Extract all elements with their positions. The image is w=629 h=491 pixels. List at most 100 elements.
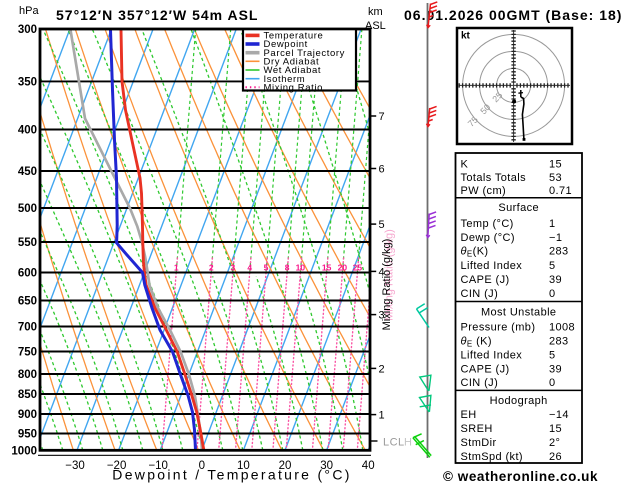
svg-text:CAPE (J): CAPE (J) bbox=[461, 274, 510, 286]
svg-text:26: 26 bbox=[549, 451, 562, 463]
svg-text:1: 1 bbox=[174, 262, 179, 272]
svg-text:5: 5 bbox=[549, 260, 556, 272]
svg-text:50: 50 bbox=[478, 102, 492, 116]
svg-text:Dry Adiabat: Dry Adiabat bbox=[264, 57, 320, 68]
svg-text:K: K bbox=[461, 158, 469, 170]
svg-text:57°12′N 357°12′W 54m ASL: 57°12′N 357°12′W 54m ASL bbox=[56, 7, 258, 23]
svg-text:39: 39 bbox=[549, 364, 562, 376]
svg-text:θE(K): θE(K) bbox=[461, 246, 489, 259]
svg-text:1: 1 bbox=[379, 410, 385, 422]
svg-text:CIN (J): CIN (J) bbox=[461, 288, 499, 300]
svg-text:15: 15 bbox=[549, 423, 562, 435]
svg-text:10: 10 bbox=[296, 262, 306, 272]
svg-text:5: 5 bbox=[264, 262, 269, 272]
svg-text:kt: kt bbox=[461, 31, 471, 42]
svg-text:Dewp (°C): Dewp (°C) bbox=[461, 232, 515, 244]
svg-text:800: 800 bbox=[18, 369, 37, 381]
svg-text:H: H bbox=[404, 437, 412, 449]
svg-text:20: 20 bbox=[279, 460, 292, 472]
svg-text:Isotherm: Isotherm bbox=[264, 74, 306, 85]
svg-text:StmDir: StmDir bbox=[461, 437, 497, 449]
svg-text:0: 0 bbox=[199, 460, 205, 472]
svg-text:−10: −10 bbox=[148, 460, 168, 472]
svg-text:2: 2 bbox=[209, 262, 214, 272]
svg-text:PW (cm): PW (cm) bbox=[461, 185, 507, 197]
svg-text:hPa: hPa bbox=[19, 5, 39, 17]
svg-text:4: 4 bbox=[379, 266, 385, 278]
svg-text:283: 283 bbox=[549, 246, 569, 258]
svg-text:25: 25 bbox=[353, 262, 363, 272]
svg-text:−1: −1 bbox=[549, 232, 562, 244]
svg-text:400: 400 bbox=[18, 125, 37, 137]
svg-text:8: 8 bbox=[285, 262, 290, 272]
svg-text:© weatheronline.co.uk: © weatheronline.co.uk bbox=[443, 469, 598, 484]
svg-text:−14: −14 bbox=[549, 409, 569, 421]
svg-text:CAPE (J): CAPE (J) bbox=[461, 364, 510, 376]
svg-text:550: 550 bbox=[18, 237, 37, 249]
svg-text:20: 20 bbox=[338, 262, 348, 272]
svg-text:1008: 1008 bbox=[549, 322, 575, 334]
svg-text:10: 10 bbox=[237, 460, 250, 472]
svg-text:0.71: 0.71 bbox=[549, 185, 572, 197]
svg-text:2: 2 bbox=[379, 363, 385, 375]
svg-text:Totals Totals: Totals Totals bbox=[461, 172, 527, 184]
svg-text:θE (K): θE (K) bbox=[461, 336, 492, 349]
svg-text:650: 650 bbox=[18, 296, 37, 308]
svg-text:CIN (J): CIN (J) bbox=[461, 377, 499, 389]
svg-text:06.01.2026 00GMT (Base: 18): 06.01.2026 00GMT (Base: 18) bbox=[404, 7, 622, 23]
svg-text:Lifted Index: Lifted Index bbox=[461, 350, 523, 362]
svg-text:km: km bbox=[368, 6, 383, 18]
svg-text:Parcel Trajectory: Parcel Trajectory bbox=[264, 48, 345, 59]
svg-text:EH: EH bbox=[461, 409, 477, 421]
svg-text:750: 750 bbox=[18, 347, 37, 359]
svg-text:SREH: SREH bbox=[461, 423, 493, 435]
svg-text:Surface: Surface bbox=[498, 202, 539, 214]
svg-text:Mixing Ratio (g/kg): Mixing Ratio (g/kg) bbox=[384, 229, 396, 321]
svg-text:Most Unstable: Most Unstable bbox=[481, 306, 557, 318]
svg-text:53: 53 bbox=[549, 172, 562, 184]
svg-text:5: 5 bbox=[549, 350, 556, 362]
svg-text:3: 3 bbox=[231, 262, 236, 272]
svg-text:850: 850 bbox=[18, 389, 37, 401]
svg-text:Wet Adiabat: Wet Adiabat bbox=[264, 65, 322, 76]
svg-text:Temperature: Temperature bbox=[264, 31, 324, 42]
svg-text:1000: 1000 bbox=[11, 445, 37, 457]
svg-text:950: 950 bbox=[18, 429, 37, 441]
svg-text:40: 40 bbox=[362, 460, 375, 472]
svg-text:Pressure (mb): Pressure (mb) bbox=[461, 322, 536, 334]
svg-text:1: 1 bbox=[549, 218, 556, 230]
svg-text:350: 350 bbox=[18, 76, 37, 88]
svg-text:Hodograph: Hodograph bbox=[490, 395, 548, 407]
svg-text:900: 900 bbox=[18, 409, 37, 421]
svg-text:Mixing Ratio: Mixing Ratio bbox=[264, 83, 323, 94]
svg-text:Lifted Index: Lifted Index bbox=[461, 260, 523, 272]
svg-text:30: 30 bbox=[320, 460, 333, 472]
svg-text:StmSpd (kt): StmSpd (kt) bbox=[461, 451, 523, 463]
svg-text:Mixing Ratio (g/kg): Mixing Ratio (g/kg) bbox=[381, 239, 393, 331]
svg-text:15: 15 bbox=[322, 262, 332, 272]
svg-text:283: 283 bbox=[549, 336, 569, 348]
svg-text:600: 600 bbox=[18, 268, 37, 280]
svg-text:6: 6 bbox=[379, 164, 385, 176]
svg-text:3: 3 bbox=[379, 310, 385, 322]
svg-text:700: 700 bbox=[18, 322, 37, 334]
svg-text:Dewpoint / Temperature (°C): Dewpoint / Temperature (°C) bbox=[112, 467, 351, 483]
svg-text:ASL: ASL bbox=[365, 20, 386, 32]
svg-text:0: 0 bbox=[549, 377, 556, 389]
svg-text:7: 7 bbox=[379, 111, 385, 123]
svg-text:39: 39 bbox=[549, 274, 562, 286]
svg-text:300: 300 bbox=[18, 24, 37, 36]
svg-text:−20: −20 bbox=[107, 460, 127, 472]
svg-text:2°: 2° bbox=[549, 437, 560, 449]
svg-text:5: 5 bbox=[379, 219, 385, 231]
svg-text:Dewpoint: Dewpoint bbox=[264, 39, 308, 50]
svg-text:0: 0 bbox=[549, 288, 556, 300]
svg-text:LCL: LCL bbox=[383, 437, 405, 449]
svg-text:4: 4 bbox=[247, 262, 252, 272]
svg-text:15: 15 bbox=[549, 158, 562, 170]
svg-text:25: 25 bbox=[490, 90, 504, 104]
svg-text:−30: −30 bbox=[65, 460, 85, 472]
svg-text:Temp (°C): Temp (°C) bbox=[461, 218, 514, 230]
svg-text:500: 500 bbox=[18, 203, 37, 215]
svg-text:75: 75 bbox=[466, 115, 480, 129]
